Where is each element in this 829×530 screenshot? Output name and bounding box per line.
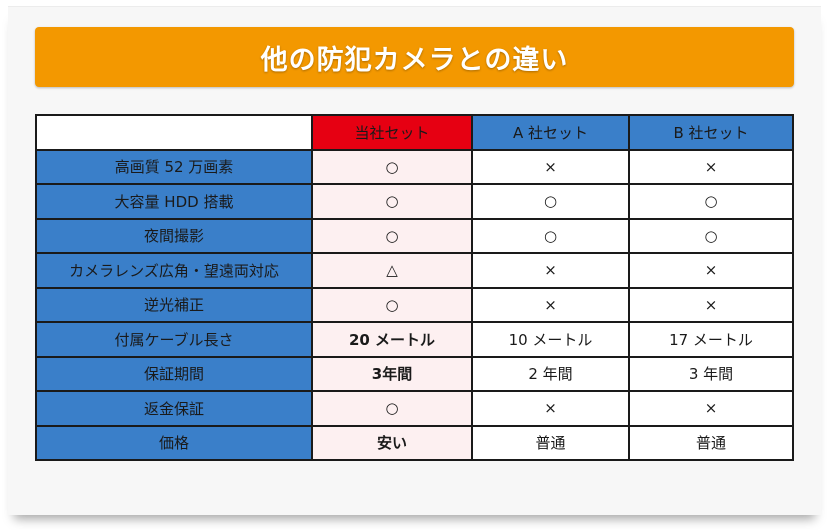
company-b-value: ○ — [628, 183, 794, 220]
table-row: 大容量 HDD 搭載 ○ ○ ○ — [35, 183, 794, 220]
table-header-row: 当社セット A 社セット B 社セット — [35, 114, 794, 151]
row-label: 保証期間 — [35, 355, 313, 392]
our-value: ○ — [311, 217, 473, 254]
table-row: 付属ケーブル長さ 20 メートル 10 メートル 17 メートル — [35, 321, 794, 358]
row-label: 付属ケーブル長さ — [35, 321, 313, 358]
table-row: カメラレンズ広角・望遠両対応 △ × × — [35, 252, 794, 289]
title-banner: 他の防犯カメラとの違い — [35, 27, 794, 87]
company-a-value: ○ — [471, 217, 630, 254]
header-company-a: A 社セット — [471, 114, 630, 151]
our-value: △ — [311, 252, 473, 289]
row-label: カメラレンズ広角・望遠両対応 — [35, 252, 313, 289]
page-title: 他の防犯カメラとの違い — [260, 44, 569, 76]
company-b-value: 17 メートル — [628, 321, 794, 358]
company-a-value: ○ — [471, 183, 630, 220]
company-b-value: × — [628, 252, 794, 289]
company-b-value: × — [628, 390, 794, 427]
company-a-value: × — [471, 148, 630, 185]
table-row: 夜間撮影 ○ ○ ○ — [35, 217, 794, 254]
table-row: 高画質 52 万画素 ○ × × — [35, 148, 794, 185]
our-value: ○ — [311, 148, 473, 185]
table-row: 逆光補正 ○ × × — [35, 286, 794, 323]
header-company-b: B 社セット — [628, 114, 794, 151]
row-label: 夜間撮影 — [35, 217, 313, 254]
row-label: 大容量 HDD 搭載 — [35, 183, 313, 220]
row-label: 逆光補正 — [35, 286, 313, 323]
header-empty-cell — [35, 114, 313, 151]
table-row: 保証期間 3年間 2 年間 3 年間 — [35, 355, 794, 392]
row-label: 返金保証 — [35, 390, 313, 427]
company-a-value: 普通 — [471, 424, 630, 461]
row-label: 価格 — [35, 424, 313, 461]
comparison-table: 当社セット A 社セット B 社セット 高画質 52 万画素 ○ × × 大容量… — [35, 114, 794, 461]
company-a-value: 2 年間 — [471, 355, 630, 392]
our-value: 20 メートル — [311, 321, 473, 358]
company-a-value: × — [471, 286, 630, 323]
company-b-value: × — [628, 148, 794, 185]
company-b-value: × — [628, 286, 794, 323]
company-a-value: 10 メートル — [471, 321, 630, 358]
row-label: 高画質 52 万画素 — [35, 148, 313, 185]
our-value: 安い — [311, 424, 473, 461]
our-value: ○ — [311, 183, 473, 220]
company-b-value: 3 年間 — [628, 355, 794, 392]
table-row: 価格 安い 普通 普通 — [35, 424, 794, 461]
our-value: ○ — [311, 286, 473, 323]
header-our-set: 当社セット — [311, 114, 473, 151]
company-a-value: × — [471, 390, 630, 427]
company-b-value: ○ — [628, 217, 794, 254]
company-a-value: × — [471, 252, 630, 289]
our-value: 3年間 — [311, 355, 473, 392]
table-row: 返金保証 ○ × × — [35, 390, 794, 427]
company-b-value: 普通 — [628, 424, 794, 461]
our-value: ○ — [311, 390, 473, 427]
